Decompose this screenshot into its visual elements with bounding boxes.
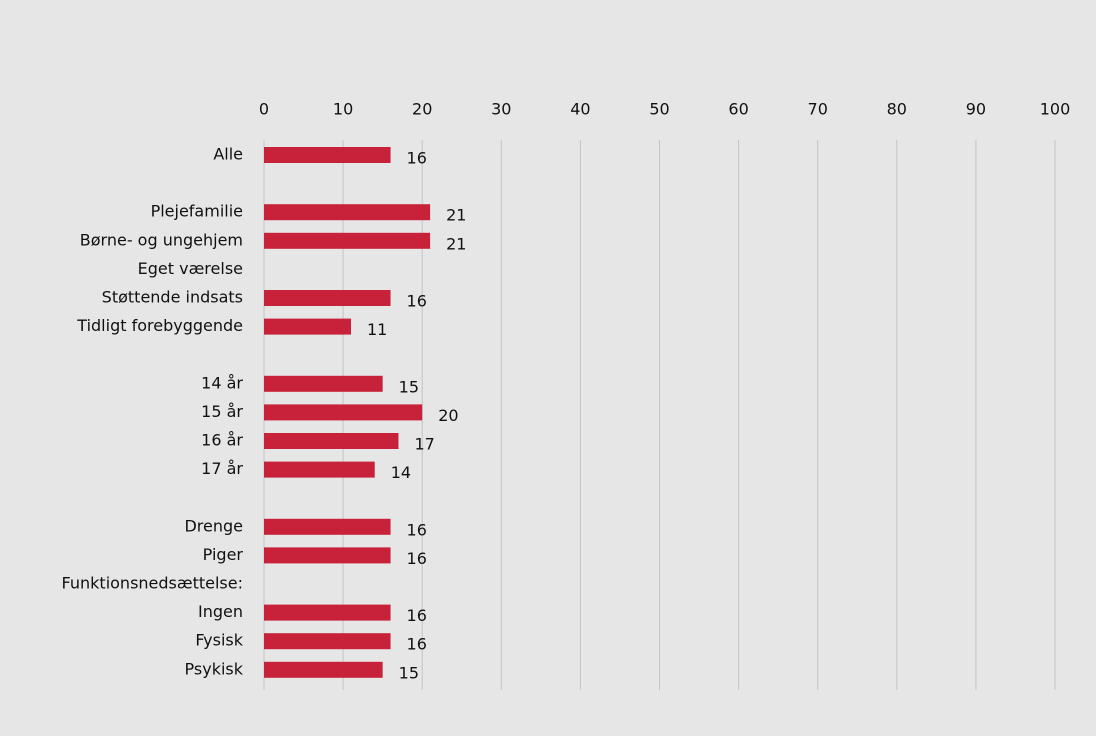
bar <box>264 661 383 678</box>
x-tick-label: 80 <box>887 100 907 119</box>
y-tick-label: Piger <box>203 545 244 564</box>
x-tick-label: 30 <box>491 100 511 119</box>
x-tick-label: 20 <box>412 100 432 119</box>
y-tick-label: 17 år <box>201 459 243 478</box>
y-tick-label: 16 år <box>201 431 243 450</box>
y-tick-label: 14 år <box>201 373 243 392</box>
bar <box>264 633 391 650</box>
y-tick-label: Funktionsnedsættelse: <box>62 574 243 593</box>
value-label: 16 <box>407 292 427 311</box>
x-tick-label: 60 <box>728 100 748 119</box>
y-tick-label: 15 år <box>201 402 243 421</box>
y-tick-label: Drenge <box>184 516 243 535</box>
y-tick-label: Tidligt forebyggende <box>76 316 243 335</box>
x-tick-label: 100 <box>1040 100 1071 119</box>
value-label: 16 <box>407 635 427 654</box>
value-label: 16 <box>407 149 427 168</box>
value-label: 21 <box>446 206 466 225</box>
value-label: 16 <box>407 520 427 539</box>
y-tick-label: Eget værelse <box>138 259 243 278</box>
bar <box>264 232 431 249</box>
x-tick-label: 0 <box>259 100 269 119</box>
value-label: 16 <box>407 606 427 625</box>
y-tick-label: Støttende indsats <box>102 288 243 307</box>
value-label: 16 <box>407 549 427 568</box>
bar <box>264 290 391 306</box>
value-label: 21 <box>446 234 466 253</box>
x-tick-label: 90 <box>966 100 986 119</box>
bar <box>264 547 391 564</box>
bar <box>264 604 391 621</box>
value-label: 15 <box>399 377 419 396</box>
x-tick-label: 50 <box>649 100 669 119</box>
bar <box>264 518 391 535</box>
x-tick-label: 10 <box>333 100 353 119</box>
y-tick-label: Alle <box>213 145 243 164</box>
value-label: 11 <box>367 320 387 339</box>
y-tick-label: Ingen <box>198 602 243 621</box>
bar <box>264 204 431 221</box>
bar <box>264 318 352 335</box>
y-tick-label: Fysisk <box>195 631 243 650</box>
bar <box>264 461 375 478</box>
bar <box>264 404 423 421</box>
x-tick-label: 40 <box>570 100 590 119</box>
value-label: 17 <box>414 435 434 454</box>
value-label: 20 <box>438 406 458 425</box>
y-tick-label: Børne- og ungehjem <box>80 230 243 249</box>
y-tick-label: Psykisk <box>185 659 244 678</box>
bar <box>264 375 383 392</box>
y-tick-label: Plejefamilie <box>151 202 243 221</box>
bar <box>264 433 399 449</box>
value-label: 15 <box>399 663 419 682</box>
bar <box>264 147 391 163</box>
x-tick-label: 70 <box>808 100 828 119</box>
value-label: 14 <box>391 463 411 482</box>
